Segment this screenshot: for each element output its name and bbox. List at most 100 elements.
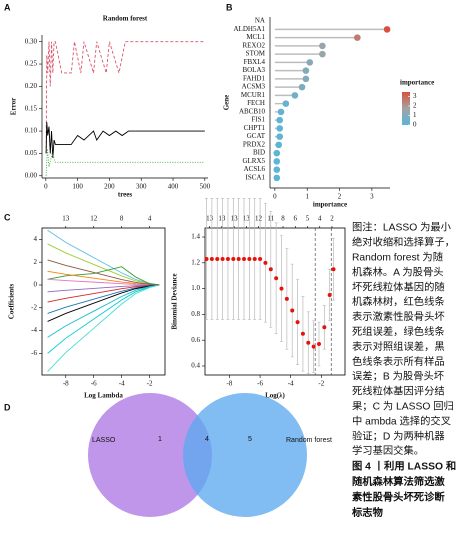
- point: [311, 344, 316, 349]
- y-tick-label: -2: [31, 303, 37, 311]
- plot-frame: [41, 227, 166, 376]
- gene-label: FIS1: [251, 116, 265, 124]
- y-tick-label: -6: [31, 349, 37, 357]
- point: [316, 342, 321, 347]
- venn-set: [88, 393, 212, 517]
- series-line: [47, 229, 160, 286]
- point: [209, 256, 214, 261]
- y-tick-label: 0: [34, 281, 38, 289]
- y-axis-label: Error: [10, 98, 18, 115]
- caption-line: 色线条表示所有样品: [352, 355, 445, 368]
- gene-label: FECH: [247, 99, 265, 107]
- colorbar-tick-label: 2: [413, 102, 417, 110]
- point: [268, 267, 273, 272]
- series-line: [47, 284, 160, 338]
- y-tick-label: 1.2: [191, 258, 200, 266]
- caption-line: 表示对照组误差，黑: [352, 340, 445, 353]
- lollipop-dot: [273, 149, 281, 157]
- caption-line: 学习基因交集。: [352, 444, 424, 457]
- y-axis-label: Gene: [223, 95, 231, 111]
- lollipop-dot: [383, 26, 391, 33]
- caption-line: Random forest 为随: [352, 251, 443, 264]
- x-tick-label: -2: [318, 380, 324, 388]
- figure-title-line: 图 4 丨利用 LASSO 和: [352, 460, 456, 473]
- series-line: [45, 122, 205, 158]
- top-tick-label: 12: [255, 215, 263, 223]
- venn-set-label: LASSO: [92, 437, 116, 444]
- lollipop-dot: [291, 92, 299, 99]
- series-line: [47, 243, 160, 286]
- x-axis-label: Log Lambda: [84, 392, 123, 400]
- lollipop-dot: [354, 34, 361, 41]
- top-tick-label: 5: [306, 215, 310, 223]
- panel-label: C: [4, 212, 11, 222]
- point: [231, 256, 236, 261]
- x-tick-label: 2: [338, 193, 342, 201]
- x-tick-label: -8: [63, 380, 69, 388]
- chart-title: Random forest: [103, 15, 148, 23]
- x-tick-label: 400: [168, 183, 179, 191]
- gene-label: GCAT: [247, 132, 266, 140]
- y-tick-label: 0.4: [191, 362, 200, 370]
- point: [242, 256, 247, 261]
- point: [284, 296, 289, 301]
- series-line: [47, 284, 160, 372]
- x-tick-label: -4: [119, 380, 125, 388]
- caption-line: 图注：LASSO 为最小: [352, 221, 452, 234]
- venn-count: 1: [158, 436, 162, 443]
- gene-label: ACSL6: [244, 165, 266, 173]
- point: [327, 293, 332, 298]
- caption-line: 绝对收缩和选择算子，: [352, 236, 455, 249]
- top-tick-label: 13: [231, 215, 239, 223]
- x-tick-label: 0: [44, 183, 48, 191]
- lollipop-dot: [275, 141, 283, 149]
- point: [215, 256, 220, 261]
- gene-label: NA: [255, 17, 265, 25]
- point: [204, 256, 209, 261]
- lollipop-dot: [302, 75, 310, 83]
- panel-label: D: [4, 402, 11, 412]
- caption-line: 机森林。A 为股骨头: [352, 265, 444, 278]
- gene-label: ACSM3: [242, 83, 266, 91]
- y-tick-label: 0.30: [25, 37, 38, 45]
- point: [322, 325, 327, 330]
- lollipop-dot: [276, 116, 284, 124]
- x-tick-label: -6: [91, 380, 97, 388]
- x-tick-label: 200: [104, 183, 115, 191]
- colorbar: [402, 92, 410, 125]
- top-tick-label: 13: [62, 215, 70, 223]
- lollipop-dot: [319, 50, 326, 58]
- point: [300, 331, 305, 336]
- y-tick-label: 0.10: [25, 127, 38, 135]
- y-tick-label: 0.6: [191, 336, 200, 344]
- figure-title-line: 素性股骨头坏死诊断: [352, 491, 445, 504]
- colorbar-title: importance: [400, 79, 434, 87]
- top-tick-label: 6: [294, 215, 298, 223]
- lollipop-dot: [302, 67, 310, 74]
- lollipop-dot: [276, 133, 284, 140]
- y-tick-label: 0.00: [25, 171, 38, 179]
- series-line: [47, 284, 160, 354]
- top-tick-label: 8: [281, 215, 285, 223]
- y-tick-label: 1.4: [191, 233, 200, 241]
- panel-label: A: [4, 2, 11, 12]
- x-tick-label: 300: [136, 183, 147, 191]
- venn-count: 5: [248, 436, 252, 443]
- gene-label: ABCB10: [239, 107, 266, 115]
- top-tick-label: 4: [318, 215, 322, 223]
- x-axis-label: importance: [313, 201, 347, 209]
- y-axis-label: Coefficients: [8, 284, 16, 320]
- colorbar-tick-label: 1: [413, 111, 417, 119]
- lollipop-dot: [319, 42, 326, 50]
- point: [247, 256, 252, 261]
- gene-label: FAHD1: [243, 74, 266, 82]
- y-tick-label: 1.0: [191, 284, 200, 292]
- x-tick-label: -8: [227, 380, 233, 388]
- gene-label: ALDH5A1: [234, 25, 266, 33]
- lollipop-dot: [273, 166, 281, 173]
- gene-label: MCL1: [246, 33, 265, 41]
- point: [331, 267, 336, 272]
- series-line: [45, 41, 205, 154]
